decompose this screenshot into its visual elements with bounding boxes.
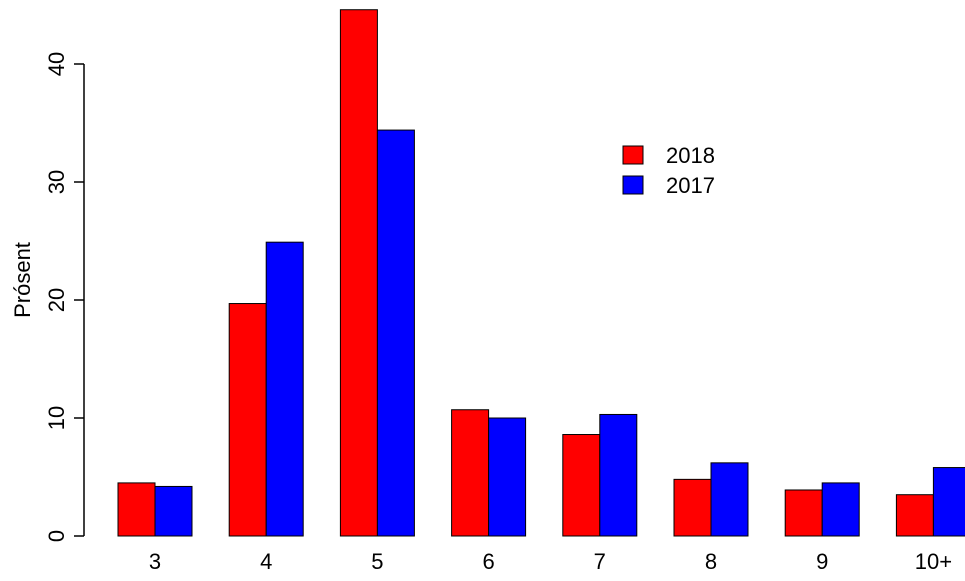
bar-2017-8 [710,462,749,537]
bar-2017-6 [488,417,527,537]
legend: 2018 2017 [622,143,715,198]
bar-2017-10+ [932,467,965,537]
y-tick-label: 0 [44,530,69,542]
y-tick-label: 20 [44,288,69,312]
y-tick-label: 30 [44,170,69,194]
x-tick-label: 4 [260,549,272,574]
bar-2017-9 [821,482,860,537]
bar-2018-7 [562,434,601,537]
x-tick-label: 7 [594,549,606,574]
legend-swatch-2017 [622,175,644,195]
bar-2017-3 [154,485,193,537]
x-tick-label: 9 [816,549,828,574]
bar-2018-5 [339,9,378,537]
legend-swatch-2018 [622,145,644,165]
x-tick-label: 8 [705,549,717,574]
bar-2018-3 [117,482,156,537]
y-axis-label: Prósent [10,242,35,318]
bar-2018-10+ [895,494,934,537]
bar-2018-9 [784,489,823,537]
legend-label-2018: 2018 [666,143,715,168]
y-tick-label: 10 [44,406,69,430]
x-axis-tick-labels: 3 4 5 6 7 8 9 10+ [149,549,952,574]
y-axis: 0 10 20 30 40 [44,52,85,542]
x-tick-label: 3 [149,549,161,574]
x-tick-label: 5 [371,549,383,574]
bar-2018-8 [673,478,712,537]
bar-2018-4 [228,303,267,537]
bar-group [117,9,965,537]
legend-label-2017: 2017 [666,173,715,198]
x-tick-label: 6 [482,549,494,574]
bar-2017-4 [265,241,304,537]
bar-2017-7 [599,413,638,537]
y-tick-label: 40 [44,52,69,76]
x-tick-label: 10+ [915,549,952,574]
bar-2018-6 [451,409,490,537]
bar-2017-5 [376,129,415,537]
